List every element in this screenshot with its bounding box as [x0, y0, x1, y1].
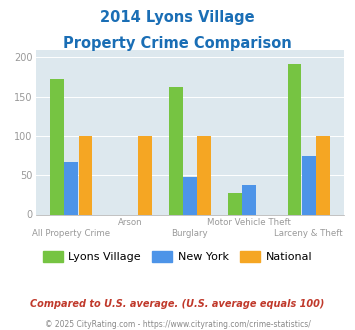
- Bar: [169, 87, 182, 214]
- Bar: [50, 79, 64, 214]
- Text: Compared to U.S. average. (U.S. average equals 100): Compared to U.S. average. (U.S. average …: [30, 299, 325, 309]
- Text: 2014 Lyons Village: 2014 Lyons Village: [100, 10, 255, 25]
- Bar: [316, 136, 330, 214]
- Bar: [228, 193, 242, 214]
- Text: Motor Vehicle Theft: Motor Vehicle Theft: [207, 218, 291, 227]
- Text: Burglary: Burglary: [171, 229, 208, 238]
- Bar: [64, 162, 78, 214]
- Text: © 2025 CityRating.com - https://www.cityrating.com/crime-statistics/: © 2025 CityRating.com - https://www.city…: [45, 320, 310, 329]
- Bar: [197, 136, 211, 214]
- Bar: [288, 64, 301, 214]
- Bar: [302, 155, 316, 214]
- Bar: [183, 177, 197, 215]
- Bar: [138, 136, 152, 214]
- Text: Larceny & Theft: Larceny & Theft: [274, 229, 343, 238]
- Bar: [242, 185, 256, 214]
- Text: Property Crime Comparison: Property Crime Comparison: [63, 36, 292, 51]
- Bar: [78, 136, 92, 214]
- Legend: Lyons Village, New York, National: Lyons Village, New York, National: [38, 247, 317, 267]
- Text: Arson: Arson: [118, 218, 143, 227]
- Text: All Property Crime: All Property Crime: [32, 229, 110, 238]
